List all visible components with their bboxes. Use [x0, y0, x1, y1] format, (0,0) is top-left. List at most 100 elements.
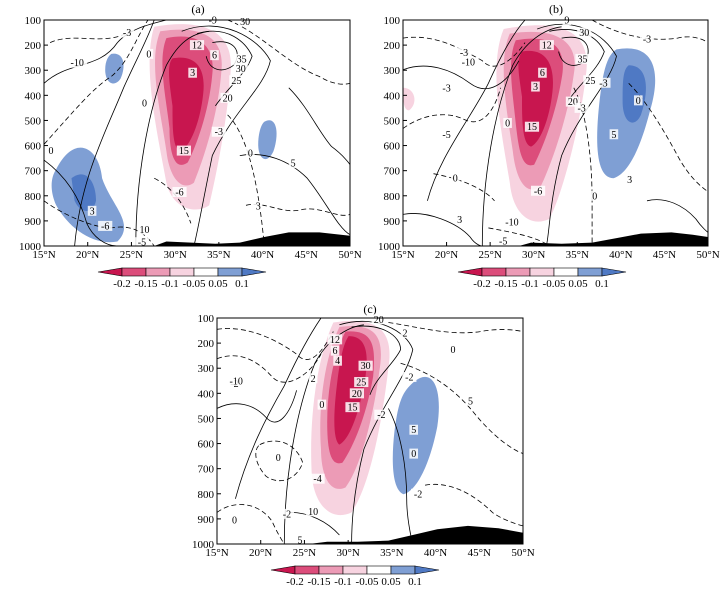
contour-label: -10	[230, 376, 243, 387]
contour-label-bg	[639, 33, 655, 44]
contour-label: -2	[377, 410, 385, 421]
contour-label: 0	[592, 191, 597, 202]
y-tick-label: 800	[198, 489, 215, 501]
contour-line	[235, 317, 322, 499]
shaded-anomaly	[403, 87, 415, 111]
contour-label-bg	[333, 355, 342, 366]
y-tick-label: 800	[384, 191, 401, 203]
colorbar-segment	[241, 267, 267, 277]
x-tick-label: 35°N	[380, 547, 403, 559]
contour-label: -5	[499, 236, 507, 247]
colorbar-label: -0.05	[543, 278, 566, 290]
contour-label: 3	[256, 201, 261, 212]
y-tick-label: 200	[198, 338, 215, 350]
x-tick-label: 25°N	[293, 547, 316, 559]
colorbar-label: 0.05	[208, 278, 228, 290]
contour-line	[339, 320, 414, 545]
contour-label: 35	[578, 54, 588, 65]
contour-label-bg	[358, 360, 373, 371]
contour-line	[591, 19, 709, 43]
contour-label: 0	[451, 345, 456, 356]
contour-label: -6	[175, 188, 183, 199]
contour-label-bg	[590, 190, 600, 201]
contour-label-bg	[288, 158, 298, 169]
contour-label-bg	[310, 473, 325, 484]
contour-label: -10	[505, 218, 518, 229]
contour-line	[402, 60, 520, 89]
contour-label-bg	[458, 57, 479, 68]
contour-label: 6	[333, 346, 338, 357]
contour-label-bg	[234, 53, 249, 64]
y-tick-label: 300	[25, 65, 42, 77]
colorbar-label: -0.2	[286, 576, 303, 588]
contour-label-bg	[330, 345, 340, 356]
colorbar-label: 0.05	[381, 576, 401, 588]
contour-label-bg	[409, 424, 419, 435]
contour-line	[216, 354, 322, 383]
shaded-anomaly	[258, 120, 277, 160]
contour-line	[181, 25, 271, 247]
contour-label-bg	[211, 126, 226, 137]
contour-label: 2	[311, 374, 316, 385]
contour-label: 2	[402, 329, 407, 340]
shaded-anomaly	[168, 57, 204, 152]
contour-line	[402, 36, 526, 67]
contour-label: -3	[643, 34, 651, 45]
contour-line	[216, 328, 334, 360]
colorbar: -0.2 -0.15 -0.1 -0.05 0.05 0.1	[270, 565, 440, 588]
contour-line	[573, 87, 593, 246]
contour-label: -3	[460, 48, 468, 59]
x-tick-label: 20°N	[249, 547, 272, 559]
contour-label-bg	[188, 67, 197, 78]
contour-label: 12	[542, 41, 552, 52]
colorbar-label: 0.1	[595, 278, 609, 290]
contour-line	[43, 19, 167, 84]
contour-label: 30	[361, 361, 371, 372]
contour-label: 20	[352, 389, 362, 400]
y-tick-label: 600	[25, 141, 42, 153]
contour-label-bg	[327, 334, 343, 345]
y-tick-label: 1000	[378, 241, 401, 253]
x-tick-label: 25°N	[120, 249, 143, 261]
contour-label: 20	[568, 97, 578, 108]
contour-label-bg	[176, 145, 191, 156]
x-tick-label: 45°N	[468, 547, 491, 559]
contour-label: -3	[215, 127, 223, 138]
x-axis: 15°N 20°N 25°N 30°N 35°N 40°N 45°N 50°N	[205, 540, 535, 559]
contour-label: 0	[411, 449, 416, 460]
colorbar-segment	[294, 565, 320, 575]
contour-label: -2	[283, 509, 291, 520]
y-tick-label: 900	[198, 514, 215, 526]
contour-label: -4	[313, 474, 321, 485]
contour-label-bg	[253, 200, 263, 211]
contour-line	[288, 87, 351, 165]
contour-label: 30	[236, 64, 246, 75]
contour-label-bg	[633, 95, 643, 106]
y-tick-label: 200	[25, 40, 42, 52]
contour-label: -3	[599, 78, 607, 89]
contour-label-bg	[189, 40, 205, 51]
contour-label-bg	[119, 27, 135, 38]
contour-label: 5	[468, 396, 473, 407]
terrain-mask	[518, 232, 708, 246]
contour-label-bg	[172, 187, 187, 198]
contour-label: 15	[179, 146, 189, 157]
contour-line	[402, 87, 501, 129]
contour-label-bg	[317, 399, 327, 410]
contour-label-bg	[295, 535, 305, 546]
contour-line	[549, 29, 605, 102]
colorbar-segment	[390, 565, 416, 575]
y-axis: 100 200 300 400 500 600 700 800 900 1000	[19, 15, 48, 253]
y-tick-label: 700	[198, 464, 215, 476]
colorbar-segment	[457, 267, 483, 277]
contour-line	[400, 362, 524, 454]
y-tick-label: 300	[198, 363, 215, 375]
contour-label-bg	[400, 328, 410, 339]
colorbar-label: 0.1	[235, 278, 249, 290]
contour-label-bg	[354, 377, 369, 388]
terrain-mask	[308, 525, 523, 544]
y-tick-label: 700	[384, 166, 401, 178]
colorbar-label: -0.1	[521, 278, 538, 290]
contour-label: 3	[90, 206, 95, 217]
contour-line	[388, 322, 524, 334]
